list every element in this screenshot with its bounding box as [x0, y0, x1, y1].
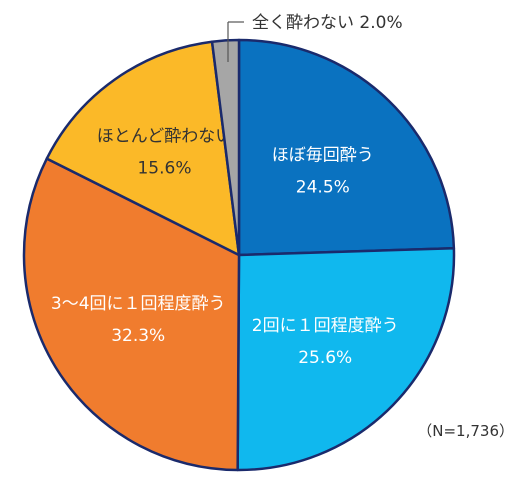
slice-value-rarely: 15.6% [137, 159, 191, 179]
slice-value-every-time: 24.5% [296, 178, 350, 198]
pie-slice-every-second-time [236, 247, 456, 472]
slice-value-every-second-time: 25.6% [298, 348, 352, 368]
sample-size-note: （N=1,736） [417, 422, 514, 440]
pie-slice-every-three-four-times [22, 157, 241, 472]
slice-label-rarely: ほとんど酔わない [97, 127, 233, 147]
pie-slice-every-time [237, 38, 456, 257]
slice-label-every-time: ほぼ毎回酔う [272, 146, 374, 166]
slice-label-every-second-time: 2回に１回程度酔う [252, 316, 399, 336]
slice-value-every-three-four-times: 32.3% [111, 326, 165, 346]
outside-label-never: 全く酔わない 2.0% [252, 13, 403, 33]
pie-slice-never [210, 38, 241, 257]
pie-slice-rarely [45, 40, 241, 257]
slice-label-every-three-four-times: 3～4回に１回程度酔う [51, 294, 226, 314]
